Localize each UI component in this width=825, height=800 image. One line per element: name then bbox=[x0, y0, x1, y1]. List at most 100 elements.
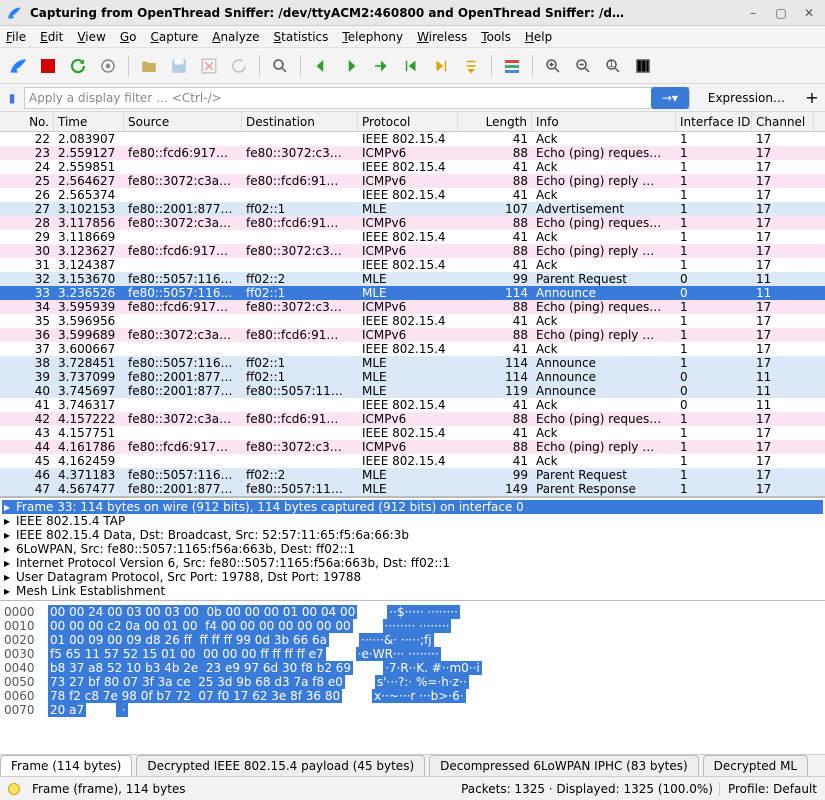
menu-file[interactable]: File bbox=[6, 30, 26, 44]
stop-capture-button[interactable] bbox=[36, 54, 60, 78]
zoom-reset-button[interactable]: 1 bbox=[601, 54, 625, 78]
reload-button[interactable] bbox=[227, 54, 251, 78]
options-button[interactable] bbox=[96, 54, 120, 78]
menu-view[interactable]: View bbox=[77, 30, 105, 44]
go-last-button[interactable] bbox=[429, 54, 453, 78]
packet-details[interactable]: ▸Frame 33: 114 bytes on wire (912 bits),… bbox=[0, 497, 825, 601]
packet-row[interactable]: 444.161786fe80::fcd6:917…fe80::3072:c3…I… bbox=[0, 440, 825, 454]
menu-tools[interactable]: Tools bbox=[481, 30, 511, 44]
go-to-packet-button[interactable] bbox=[369, 54, 393, 78]
hex-line[interactable]: 007020 a7 · bbox=[4, 703, 821, 717]
shark-icon[interactable] bbox=[6, 54, 30, 78]
apply-filter-button[interactable]: →▾ bbox=[651, 87, 689, 109]
maximize-button[interactable]: ▢ bbox=[771, 3, 791, 23]
col-len[interactable]: Length bbox=[458, 112, 532, 131]
bytes-tab[interactable]: Decrypted IEEE 802.15.4 payload (45 byte… bbox=[136, 755, 425, 776]
menu-telephony[interactable]: Telephony bbox=[342, 30, 403, 44]
hex-line[interactable]: 005073 27 bf 80 07 3f 3a ce 25 3d 9b 68 … bbox=[4, 675, 821, 689]
packet-row[interactable]: 403.745697fe80::2001:877…fe80::5057:11…M… bbox=[0, 384, 825, 398]
packet-row[interactable]: 242.559851IEEE 802.15.441Ack117 bbox=[0, 160, 825, 174]
packet-row[interactable]: 413.746317IEEE 802.15.441Ack011 bbox=[0, 398, 825, 412]
col-proto[interactable]: Protocol bbox=[358, 112, 458, 131]
minimize-button[interactable]: – bbox=[743, 3, 763, 23]
packet-row[interactable]: 313.124387IEEE 802.15.441Ack117 bbox=[0, 258, 825, 272]
packet-list-header[interactable]: No. Time Source Destination Protocol Len… bbox=[0, 112, 825, 132]
hex-line[interactable]: 001000 00 00 c2 0a 00 01 00 f4 00 00 00 … bbox=[4, 619, 821, 633]
bytes-tab[interactable]: Frame (114 bytes) bbox=[0, 755, 132, 776]
packet-row[interactable]: 323.153670fe80::5057:116…ff02::2MLE99Par… bbox=[0, 272, 825, 286]
resize-columns-button[interactable] bbox=[631, 54, 655, 78]
status-profile[interactable]: Profile: Default bbox=[719, 782, 817, 796]
col-no[interactable]: No. bbox=[0, 112, 54, 131]
detail-row[interactable]: ▸Mesh Link Establishment bbox=[2, 584, 823, 598]
zoom-in-button[interactable] bbox=[541, 54, 565, 78]
menu-edit[interactable]: Edit bbox=[40, 30, 63, 44]
packet-row[interactable]: 273.102153fe80::2001:877…ff02::1MLE107Ad… bbox=[0, 202, 825, 216]
hex-line[interactable]: 000000 00 24 00 03 00 03 00 0b 00 00 00 … bbox=[4, 605, 821, 619]
hex-line[interactable]: 006078 f2 c8 7e 98 0f b7 72 07 f0 17 62 … bbox=[4, 689, 821, 703]
packet-row[interactable]: 293.118669IEEE 802.15.441Ack117 bbox=[0, 230, 825, 244]
packet-row[interactable]: 363.599689fe80::3072:c3a…fe80::fcd6:91…I… bbox=[0, 328, 825, 342]
restart-capture-button[interactable] bbox=[66, 54, 90, 78]
packet-row[interactable]: 303.123627fe80::fcd6:917…fe80::3072:c3…I… bbox=[0, 244, 825, 258]
detail-row[interactable]: ▸Frame 33: 114 bytes on wire (912 bits),… bbox=[2, 500, 823, 514]
hex-line[interactable]: 0030f5 65 11 57 52 15 01 00 00 00 00 ff … bbox=[4, 647, 821, 661]
menu-analyze[interactable]: Analyze bbox=[212, 30, 259, 44]
detail-row[interactable]: ▸6LoWPAN, Src: fe80::5057:1165:f56a:663b… bbox=[2, 542, 823, 556]
packet-row[interactable]: 252.564627fe80::3072:c3a…fe80::fcd6:91…I… bbox=[0, 174, 825, 188]
packet-row[interactable]: 333.236526fe80::5057:116…ff02::1MLE114An… bbox=[0, 286, 825, 300]
detail-row[interactable]: ▸IEEE 802.15.4 TAP bbox=[2, 514, 823, 528]
hex-line[interactable]: 002001 00 09 00 09 d8 26 ff ff ff ff 99 … bbox=[4, 633, 821, 647]
packet-row[interactable]: 353.596956IEEE 802.15.441Ack117 bbox=[0, 314, 825, 328]
packet-row[interactable]: 222.083907IEEE 802.15.441Ack117 bbox=[0, 132, 825, 146]
packet-row[interactable]: 464.371183fe80::5057:116…ff02::2MLE99Par… bbox=[0, 468, 825, 482]
packet-list: No. Time Source Destination Protocol Len… bbox=[0, 112, 825, 497]
packet-row[interactable]: 474.567477fe80::2001:877…fe80::5057:11…M… bbox=[0, 482, 825, 496]
go-back-button[interactable] bbox=[309, 54, 333, 78]
col-if[interactable]: Interface ID bbox=[676, 112, 752, 131]
col-dst[interactable]: Destination bbox=[242, 112, 358, 131]
auto-scroll-button[interactable] bbox=[459, 54, 483, 78]
packet-row[interactable]: 262.565374IEEE 802.15.441Ack117 bbox=[0, 188, 825, 202]
col-ch[interactable]: Channel bbox=[752, 112, 814, 131]
menu-wireless[interactable]: Wireless bbox=[417, 30, 467, 44]
zoom-out-button[interactable] bbox=[571, 54, 595, 78]
col-info[interactable]: Info bbox=[532, 112, 676, 131]
detail-row[interactable]: ▸IEEE 802.15.4 Data, Dst: Broadcast, Src… bbox=[2, 528, 823, 542]
packet-row[interactable]: 373.600667IEEE 802.15.441Ack117 bbox=[0, 342, 825, 356]
col-src[interactable]: Source bbox=[124, 112, 242, 131]
packet-row[interactable]: 383.728451fe80::5057:116…ff02::1MLE114An… bbox=[0, 356, 825, 370]
hex-line[interactable]: 0040b8 37 a8 52 10 b3 4b 2e 23 e9 97 6d … bbox=[4, 661, 821, 675]
expression-button[interactable]: Expression… bbox=[694, 91, 799, 105]
byte-view-tabs: Frame (114 bytes)Decrypted IEEE 802.15.4… bbox=[0, 754, 825, 776]
menu-go[interactable]: Go bbox=[120, 30, 137, 44]
packet-bytes[interactable]: 000000 00 24 00 03 00 03 00 0b 00 00 00 … bbox=[0, 601, 825, 754]
packet-row[interactable]: 232.559127fe80::fcd6:917…fe80::3072:c3…I… bbox=[0, 146, 825, 160]
packet-row[interactable]: 283.117856fe80::3072:c3a…fe80::fcd6:91…I… bbox=[0, 216, 825, 230]
save-button[interactable] bbox=[167, 54, 191, 78]
close-button[interactable]: ✕ bbox=[799, 3, 819, 23]
packet-row[interactable]: 434.157751IEEE 802.15.441Ack117 bbox=[0, 426, 825, 440]
packet-row[interactable]: 343.595939fe80::fcd6:917…fe80::3072:c3…I… bbox=[0, 300, 825, 314]
bytes-tab[interactable]: Decrypted ML bbox=[703, 755, 808, 776]
bytes-tab[interactable]: Decompressed 6LoWPAN IPHC (83 bytes) bbox=[429, 755, 699, 776]
colorize-button[interactable] bbox=[500, 54, 524, 78]
packet-row[interactable]: 393.737099fe80::2001:877…ff02::1MLE114An… bbox=[0, 370, 825, 384]
close-file-button[interactable] bbox=[197, 54, 221, 78]
go-forward-button[interactable] bbox=[339, 54, 363, 78]
display-filter-input[interactable]: Apply a display filter … <Ctrl-/> →▾ bbox=[24, 87, 690, 109]
go-first-button[interactable] bbox=[399, 54, 423, 78]
menu-help[interactable]: Help bbox=[525, 30, 552, 44]
packet-row[interactable]: 454.162459IEEE 802.15.441Ack117 bbox=[0, 454, 825, 468]
menu-statistics[interactable]: Statistics bbox=[274, 30, 329, 44]
bookmark-icon[interactable]: ▮ bbox=[4, 91, 20, 105]
open-file-button[interactable] bbox=[137, 54, 161, 78]
col-time[interactable]: Time bbox=[54, 112, 124, 131]
menu-capture[interactable]: Capture bbox=[150, 30, 198, 44]
add-filter-button[interactable]: + bbox=[803, 88, 821, 107]
detail-row[interactable]: ▸User Datagram Protocol, Src Port: 19788… bbox=[2, 570, 823, 584]
detail-row[interactable]: ▸Internet Protocol Version 6, Src: fe80:… bbox=[2, 556, 823, 570]
find-button[interactable] bbox=[268, 54, 292, 78]
expert-info-led[interactable] bbox=[8, 783, 20, 795]
packet-row[interactable]: 424.157222fe80::3072:c3a…fe80::fcd6:91…I… bbox=[0, 412, 825, 426]
